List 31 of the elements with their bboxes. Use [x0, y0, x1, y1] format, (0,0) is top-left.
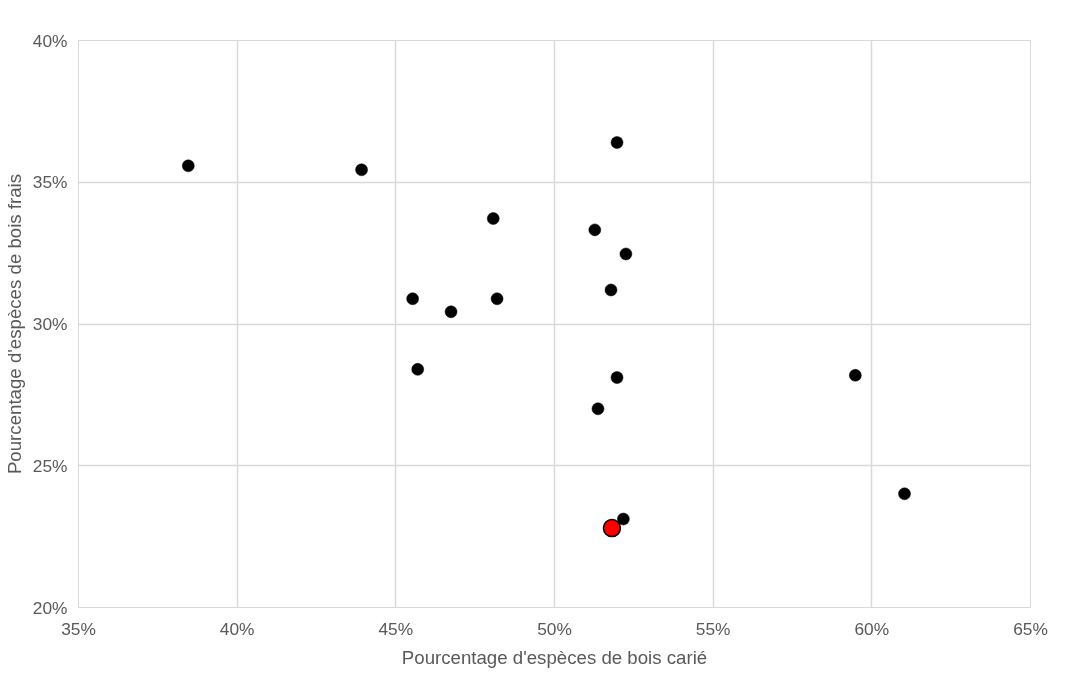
point	[898, 487, 911, 501]
y-tick-label: 40%	[32, 30, 68, 51]
point	[617, 512, 630, 526]
point	[604, 283, 618, 297]
x-tick-label: 65%	[1013, 618, 1048, 639]
point	[487, 212, 500, 225]
point	[406, 292, 419, 306]
point	[182, 159, 195, 173]
point	[355, 163, 368, 177]
x-tick-label: 50%	[537, 618, 572, 639]
y-tick-label: 30%	[32, 314, 68, 334]
point	[591, 402, 605, 415]
point	[490, 292, 504, 306]
x-tick-label: 35%	[61, 618, 96, 639]
y-axis-title: Pourcentage d'espèces de bois frais	[3, 173, 25, 475]
point	[602, 518, 622, 538]
point	[588, 223, 602, 237]
x-tick-label: 55%	[695, 618, 731, 639]
y-tick-label: 20%	[32, 597, 68, 618]
point	[444, 305, 458, 319]
y-tick-label: 35%	[32, 172, 68, 193]
point	[610, 371, 624, 384]
point	[849, 369, 862, 382]
point	[411, 363, 424, 376]
x-tick-label: 45%	[378, 618, 414, 639]
point	[619, 247, 633, 261]
x-tick-label: 40%	[219, 618, 255, 639]
x-tick-label: 60%	[854, 618, 890, 639]
point	[610, 136, 624, 149]
x-axis-title: Pourcentage d'espèces de bois carié	[401, 646, 708, 668]
y-tick-label: 25%	[32, 455, 68, 476]
